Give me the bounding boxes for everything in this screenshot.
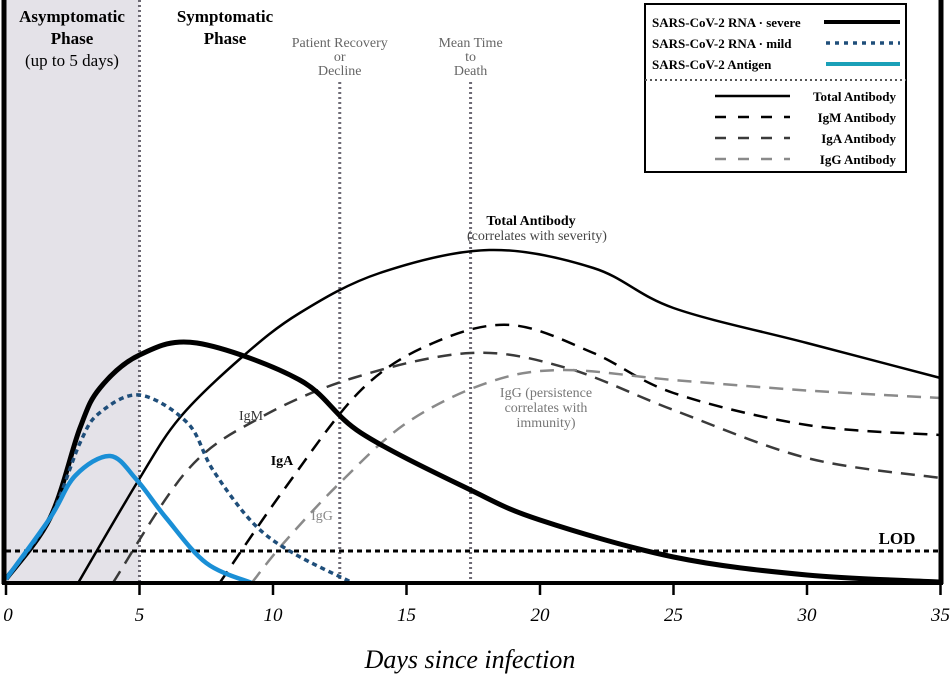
asymptomatic-title: Asymptomatic Phase [19, 7, 125, 48]
x-tick-label: 10 [264, 605, 284, 626]
series-sars-cov-2-antigen [4, 453, 253, 586]
series-igg-antibody [250, 368, 941, 584]
legend-label: SARS-CoV-2 Antigen [652, 57, 772, 72]
legend-label: SARS-CoV-2 RNA · severe [652, 15, 801, 30]
x-tick-label: 0 [3, 605, 13, 626]
x-tick-label: 25 [664, 605, 683, 626]
total-antibody-label: Total Antibody [486, 214, 575, 229]
x-tick-label: 30 [797, 605, 818, 626]
series-total-antibody [77, 248, 941, 584]
igg-note-2: correlates with [505, 401, 588, 416]
legend-label: IgM Antibody [818, 110, 897, 125]
legend-label: IgG Antibody [820, 152, 897, 167]
asymptomatic-subtitle: (up to 5 days) [25, 51, 119, 70]
marker-label: Patient Recovery or Decline [292, 36, 388, 79]
lod-label: LOD [879, 529, 916, 548]
asymptomatic-shade [6, 0, 140, 583]
igg-note-3: immunity) [516, 416, 575, 431]
legend-label: IgA Antibody [821, 131, 896, 146]
legend-label: SARS-CoV-2 RNA · mild [652, 36, 792, 51]
legend-label: Total Antibody [813, 89, 896, 104]
marker-label: Mean Time to Death [438, 36, 502, 79]
x-tick-label: 5 [135, 605, 145, 626]
series-sars-cov-2-rna-severe [3, 339, 941, 585]
iga-label: IgA [271, 454, 294, 469]
x-tick-label: 20 [531, 605, 551, 626]
total-antibody-note: (correlates with severity) [467, 229, 607, 244]
igg-note-1: IgG (persistence [500, 386, 592, 401]
legend: SARS-CoV-2 RNA · severe SARS-CoV-2 RNA · … [644, 3, 907, 173]
x-axis-label: Days since infection [364, 645, 576, 674]
x-tick-label: 15 [397, 605, 416, 626]
symptomatic-title: Symptomatic Phase [177, 7, 274, 48]
series-igm-antibody [218, 323, 941, 584]
x-tick-label: 35 [930, 605, 950, 626]
igg-label: IgG [311, 509, 333, 524]
igm-label: IgM [239, 409, 264, 424]
series-iga-antibody [111, 351, 941, 584]
